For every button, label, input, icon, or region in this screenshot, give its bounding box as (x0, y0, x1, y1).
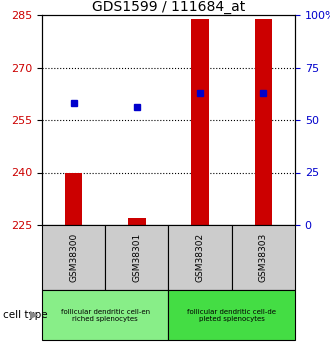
Text: follicular dendritic cell-de
pleted splenocytes: follicular dendritic cell-de pleted sple… (187, 308, 276, 322)
Text: GSM38301: GSM38301 (132, 233, 141, 282)
Text: GSM38303: GSM38303 (259, 233, 268, 282)
Bar (65, 172, 82, 225)
Bar (254, 19, 272, 225)
Title: GDS1599 / 111684_at: GDS1599 / 111684_at (92, 0, 245, 14)
Text: follicular dendritic cell-en
riched splenocytes: follicular dendritic cell-en riched sple… (61, 308, 150, 322)
Text: GSM38302: GSM38302 (196, 233, 205, 282)
Bar (128, 218, 146, 225)
Text: cell type: cell type (3, 310, 48, 320)
Text: GSM38300: GSM38300 (69, 233, 78, 282)
Bar (191, 19, 209, 225)
Text: ▶: ▶ (30, 310, 39, 320)
